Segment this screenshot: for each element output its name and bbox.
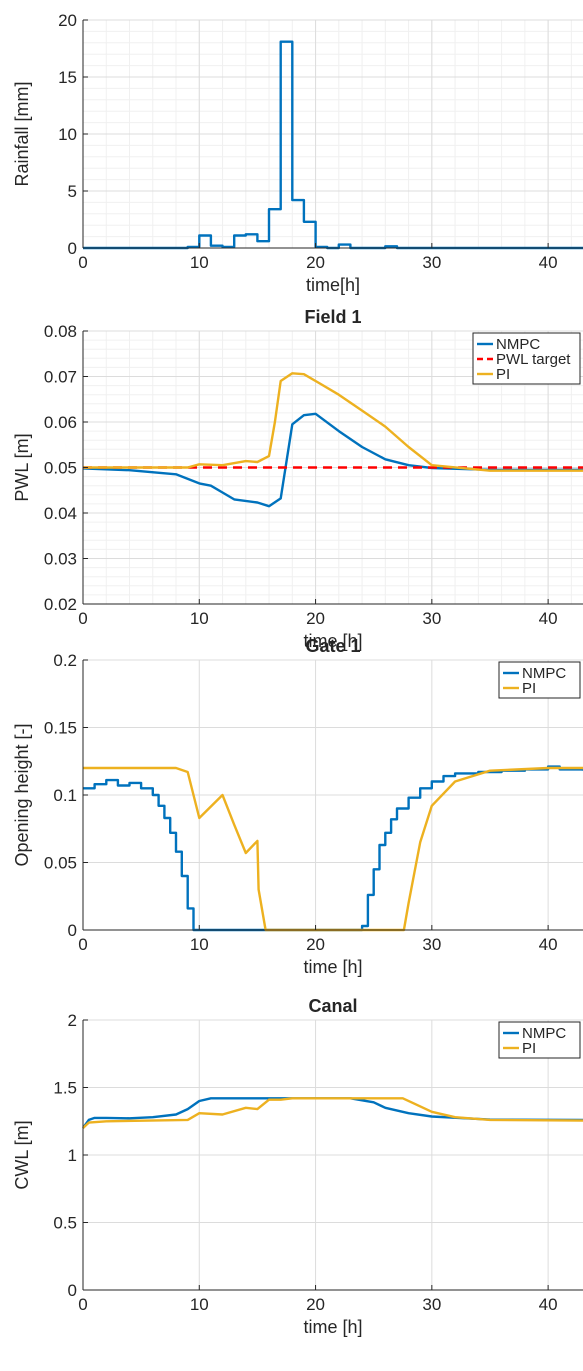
x-tick-label: 10 bbox=[190, 253, 209, 272]
y-tick-label: 15 bbox=[58, 68, 77, 87]
legend-label-pi: PI bbox=[522, 680, 536, 697]
x-tick-label: 20 bbox=[306, 253, 325, 272]
y-axis-title: CWL [m] bbox=[12, 1120, 32, 1189]
y-tick-label: 0.5 bbox=[53, 1214, 77, 1233]
x-tick-label: 10 bbox=[190, 609, 209, 628]
y-tick-label: 0 bbox=[68, 1281, 77, 1300]
chart-panel-2: 0 10 20 30 40 0.02 0.03 0.04 0.05 0.06 0.07 0.08 tim… bbox=[12, 307, 583, 651]
x-axis-title: time[h] bbox=[306, 275, 360, 295]
x-axis-title: time [h] bbox=[303, 1317, 362, 1337]
y-axis-title: Rainfall [mm] bbox=[12, 81, 32, 186]
y-tick-label: 10 bbox=[58, 125, 77, 144]
y-tick-label: 0.05 bbox=[44, 459, 77, 478]
x-tick-label: 40 bbox=[539, 935, 558, 954]
chart-panel-4: 0 10 20 30 40 0 0.5 1 1.5 2 time [h] CWL [m] Canal NM… bbox=[12, 996, 583, 1337]
series-line-pi bbox=[83, 372, 583, 472]
y-tick-label: 0.2 bbox=[53, 651, 77, 670]
x-tick-label: 20 bbox=[306, 1295, 325, 1314]
x-tick-label: 40 bbox=[539, 253, 558, 272]
y-tick-label: 0.04 bbox=[44, 504, 77, 523]
x-tick-label: 20 bbox=[306, 935, 325, 954]
x-axis-title: time [h] bbox=[303, 957, 362, 977]
y-tick-label: 0.02 bbox=[44, 595, 77, 614]
y-axis-title: PWL [m] bbox=[12, 433, 32, 501]
legend-box bbox=[472, 332, 581, 385]
panel-title: Canal bbox=[308, 996, 357, 1016]
y-tick-label: 0.06 bbox=[44, 413, 77, 432]
x-tick-label: 30 bbox=[422, 935, 441, 954]
y-tick-label: 0 bbox=[68, 239, 77, 258]
y-tick-label: 5 bbox=[68, 182, 77, 201]
chart-panel-3: 0 10 20 30 40 0 0.05 0.1 0.15 0.2 time [h] Opening … bbox=[12, 636, 583, 977]
x-axis-title: time [h] bbox=[303, 631, 362, 651]
x-tick-label: 40 bbox=[539, 1295, 558, 1314]
series-line-nmpc bbox=[82, 412, 583, 508]
series-line-nmpc bbox=[82, 1097, 583, 1129]
y-tick-label: 0.07 bbox=[44, 368, 77, 387]
y-tick-label: 0.15 bbox=[44, 719, 77, 738]
y-axis-title: Opening height [-] bbox=[12, 723, 32, 866]
y-tick-label: 0.03 bbox=[44, 550, 77, 569]
panel-title: Field 1 bbox=[304, 307, 361, 327]
legend-label-nmpc: NMPC bbox=[522, 1025, 566, 1042]
y-tick-label: 0.05 bbox=[44, 854, 77, 873]
x-tick-label: 0 bbox=[78, 935, 87, 954]
x-tick-label: 30 bbox=[422, 253, 441, 272]
panel-title: Gate 1 bbox=[305, 636, 360, 656]
y-tick-label: 20 bbox=[58, 11, 77, 30]
series-line-nmpc bbox=[83, 765, 583, 932]
legend-label-pwl-target: PWL target bbox=[496, 351, 571, 368]
x-tick-label: 30 bbox=[422, 1295, 441, 1314]
y-tick-label: 2 bbox=[68, 1011, 77, 1030]
x-tick-label: 10 bbox=[190, 1295, 209, 1314]
x-tick-label: 0 bbox=[78, 253, 87, 272]
y-tick-label: 1 bbox=[68, 1146, 77, 1165]
x-tick-label: 40 bbox=[539, 609, 558, 628]
y-tick-label: 0.08 bbox=[44, 322, 77, 341]
y-tick-label: 1.5 bbox=[53, 1079, 77, 1098]
legend-label-nmpc: NMPC bbox=[522, 665, 566, 682]
y-tick-label: 0 bbox=[68, 921, 77, 940]
x-tick-label: 20 bbox=[306, 609, 325, 628]
legend-box bbox=[498, 1021, 581, 1059]
x-tick-label: 30 bbox=[422, 609, 441, 628]
major-grid bbox=[82, 1019, 583, 1291]
chart-panel-1: 0 10 20 30 40 0 5 10 15 20 time[h] Rainfall [mm] bbox=[12, 11, 583, 295]
legend-label-nmpc: NMPC bbox=[496, 336, 540, 353]
series-line-pi bbox=[83, 766, 583, 932]
legend-label-pi: PI bbox=[522, 1040, 536, 1057]
y-tick-label: 0.1 bbox=[53, 786, 77, 805]
x-tick-label: 10 bbox=[190, 935, 209, 954]
x-tick-label: 0 bbox=[78, 1295, 87, 1314]
legend-label-pi: PI bbox=[496, 366, 510, 383]
x-tick-label: 0 bbox=[78, 609, 87, 628]
legend-box bbox=[498, 661, 581, 699]
series-line-pi bbox=[82, 1097, 583, 1129]
